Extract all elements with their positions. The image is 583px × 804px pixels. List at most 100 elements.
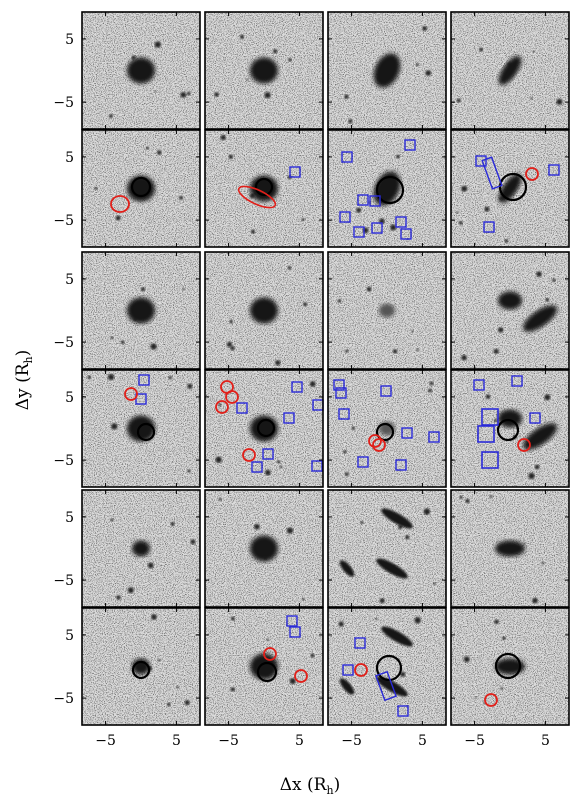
panel-frame: [450, 369, 570, 488]
blue-square-marker: [338, 408, 350, 420]
background-source: [218, 403, 222, 407]
background-source: [455, 211, 459, 214]
galaxy-core: [127, 57, 155, 84]
red-ellipse-marker: [237, 185, 277, 209]
panel-frame: [204, 129, 324, 248]
panel-18: [204, 489, 324, 608]
background-source: [351, 426, 355, 430]
background-source: [392, 349, 398, 354]
background-source: [456, 98, 461, 103]
background-source: [344, 94, 349, 99]
blue-square-marker: [477, 425, 495, 443]
red-circle-marker: [124, 387, 138, 401]
background-source: [147, 562, 154, 569]
background-source: [552, 278, 556, 282]
background-source: [556, 98, 563, 105]
red-circle-marker: [525, 167, 539, 181]
galaxy-core: [250, 535, 278, 562]
background-source: [536, 271, 542, 277]
y-tick-label: 5: [65, 628, 74, 644]
blue-square-marker: [401, 427, 413, 439]
blue-square-marker: [289, 626, 301, 638]
panel-frame: [81, 607, 201, 726]
background-source: [145, 146, 149, 150]
background-source: [429, 381, 434, 386]
x-tick-label: 5: [541, 733, 550, 749]
panel-22: [204, 607, 324, 726]
background-source: [493, 348, 499, 354]
background-source: [498, 327, 504, 333]
y-tick-label: −5: [53, 453, 74, 469]
background-source: [226, 341, 233, 347]
panel-frame: [450, 489, 570, 608]
background-source: [215, 456, 222, 463]
panel-10: [204, 251, 324, 370]
background-source: [87, 375, 92, 380]
background-source: [158, 659, 161, 662]
target-circle-marker: [256, 661, 278, 683]
galaxy-companion: [522, 423, 558, 450]
panel-9: [81, 251, 201, 370]
background-source: [167, 702, 171, 707]
x-tick-label: 5: [172, 733, 181, 749]
galaxy-core: [498, 56, 522, 85]
background-source: [301, 218, 305, 222]
y-axis-label: Δy (Rh): [13, 350, 35, 410]
background-source: [251, 229, 256, 234]
background-source: [272, 49, 278, 54]
blue-square-marker: [135, 393, 147, 405]
background-source: [545, 297, 549, 302]
blue-square-marker: [481, 408, 499, 426]
galaxy-streak: [339, 560, 355, 577]
y-axis-label-main: Δy (R: [13, 362, 33, 410]
background-source: [309, 381, 316, 387]
blue-square-marker: [548, 164, 560, 176]
panel-frame: [204, 11, 324, 130]
blue-square-marker: [395, 216, 407, 228]
panel-frame: [450, 251, 570, 370]
background-source: [254, 523, 260, 530]
background-source: [485, 394, 491, 399]
background-source: [415, 63, 419, 67]
panel-17: [81, 489, 201, 608]
background-source: [289, 678, 296, 685]
galaxy-core: [132, 540, 150, 557]
y-tick-labels: 5 −5 5 −5 5 −5 5 −5 5 −5 5 −5: [53, 32, 74, 707]
background-source: [433, 582, 436, 586]
background-source: [182, 288, 186, 291]
background-source: [396, 154, 400, 159]
y-axis-label-close: ): [13, 350, 33, 357]
target-circle-marker: [136, 422, 156, 442]
y-tick-label: 5: [65, 32, 74, 48]
background-source: [154, 90, 157, 93]
panel-frame: [81, 129, 201, 248]
background-source: [116, 595, 121, 600]
background-source: [411, 330, 414, 333]
panel-24: [450, 607, 570, 726]
background-source: [187, 383, 193, 389]
blue-rect-marker: [375, 670, 397, 702]
background-source: [390, 224, 397, 231]
background-source: [184, 700, 190, 706]
background-source: [120, 340, 125, 344]
background-source: [344, 472, 349, 477]
panel-3: [327, 11, 447, 130]
panel-noise: [328, 608, 446, 725]
background-source: [459, 495, 463, 499]
background-source: [180, 91, 187, 98]
galaxy-core: [495, 658, 525, 675]
blue-square-marker: [369, 195, 381, 207]
background-source: [489, 495, 493, 498]
blue-square-marker: [354, 637, 366, 649]
x-tick-label: −5: [341, 733, 362, 749]
target-circle-marker: [130, 176, 152, 198]
blue-square-marker: [357, 194, 369, 206]
panel-5: [81, 129, 201, 248]
panel-19: [327, 489, 447, 608]
background-source: [463, 656, 470, 663]
blue-square-marker: [511, 375, 523, 387]
blue-square-marker: [289, 166, 301, 178]
background-source: [504, 239, 509, 243]
svg-text:Δy (Rh): Δy (Rh): [13, 350, 35, 410]
